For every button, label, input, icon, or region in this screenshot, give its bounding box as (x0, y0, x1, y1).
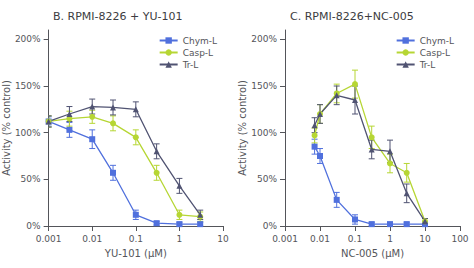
svg-text:C. RPMI-8226+NC-005: C. RPMI-8226+NC-005 (290, 10, 414, 23)
svg-text:0%: 0% (263, 221, 278, 231)
svg-text:1: 1 (387, 234, 393, 244)
svg-text:100%: 100% (15, 128, 41, 138)
svg-text:10: 10 (217, 234, 229, 244)
svg-text:Tr-L: Tr-L (182, 60, 199, 70)
svg-text:50%: 50% (257, 174, 277, 184)
svg-text:YU-101 (μM): YU-101 (μM) (104, 248, 167, 259)
svg-text:0.1: 0.1 (129, 234, 143, 244)
svg-text:B. RPMI-8226 + YU-101: B. RPMI-8226 + YU-101 (53, 10, 182, 23)
svg-text:Casp-L: Casp-L (183, 48, 213, 58)
svg-text:NC-005 (μM): NC-005 (μM) (341, 248, 404, 259)
svg-text:Chym-L: Chym-L (183, 36, 217, 46)
svg-text:100%: 100% (251, 128, 277, 138)
svg-text:200%: 200% (251, 34, 277, 44)
svg-text:1: 1 (177, 234, 183, 244)
svg-text:10: 10 (419, 234, 431, 244)
svg-text:Activity (% control): Activity (% control) (1, 80, 12, 176)
svg-text:0%: 0% (26, 221, 41, 231)
svg-text:Chym-L: Chym-L (420, 36, 454, 46)
svg-text:100: 100 (451, 234, 468, 244)
svg-text:0.001: 0.001 (272, 234, 298, 244)
svg-text:200%: 200% (15, 34, 41, 44)
svg-text:0.001: 0.001 (36, 234, 62, 244)
svg-text:50%: 50% (21, 174, 41, 184)
svg-text:150%: 150% (15, 81, 41, 91)
svg-text:0.1: 0.1 (348, 234, 362, 244)
svg-text:Casp-L: Casp-L (420, 48, 450, 58)
svg-text:0.01: 0.01 (82, 234, 102, 244)
svg-text:Activity (% control): Activity (% control) (237, 80, 248, 176)
svg-text:Tr-L: Tr-L (419, 60, 436, 70)
svg-text:150%: 150% (251, 81, 277, 91)
svg-text:0.01: 0.01 (310, 234, 330, 244)
